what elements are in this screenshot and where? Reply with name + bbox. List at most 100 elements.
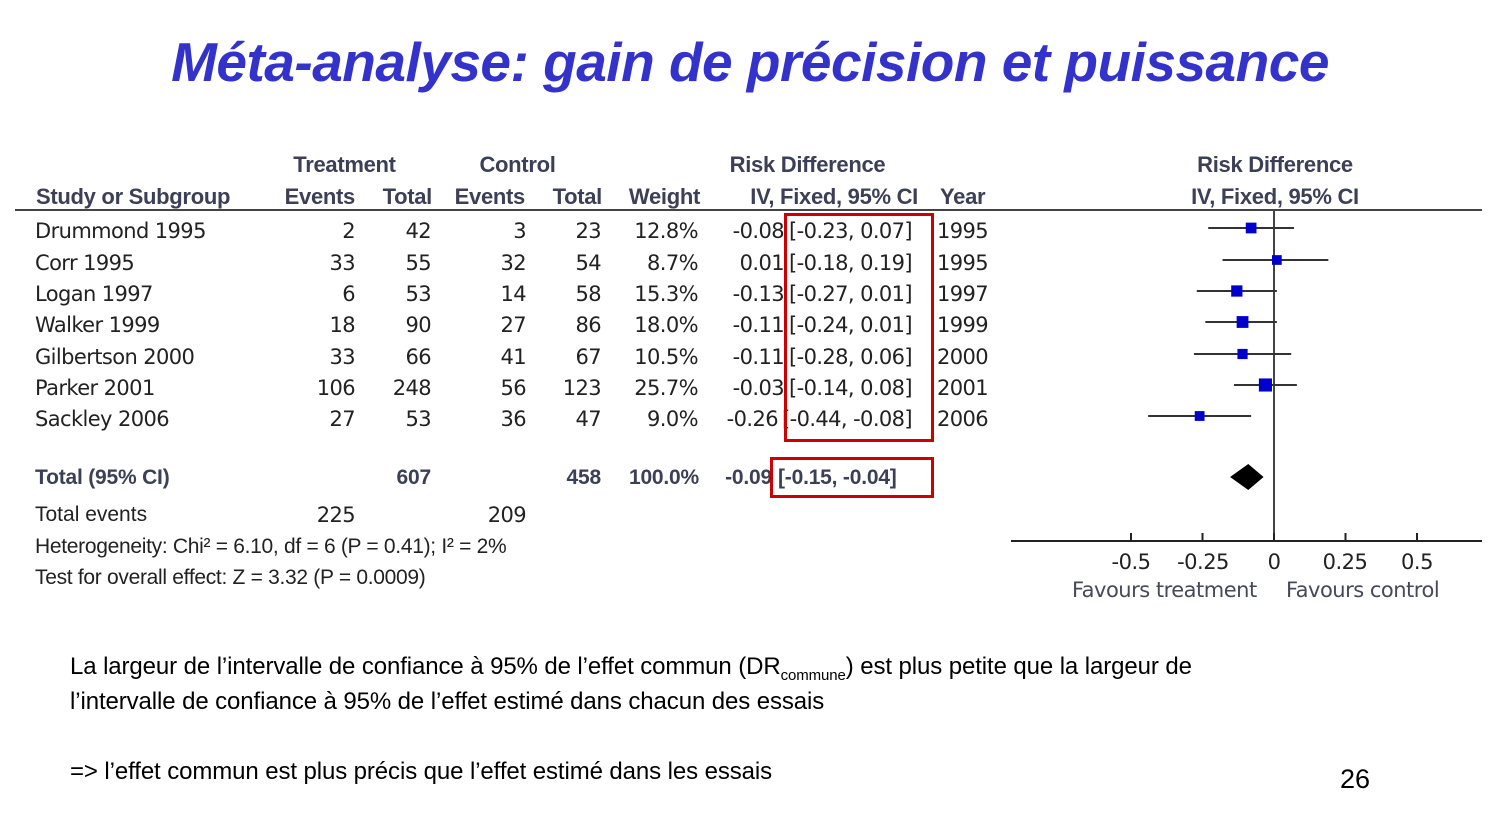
year: 1999 — [937, 313, 989, 337]
weight: 18.0% — [634, 313, 698, 337]
total-events-control: 209 — [487, 503, 527, 527]
treatment-total: 66 — [405, 345, 431, 369]
col-risk-difference-ci: IV, Fixed, 95% CI — [750, 184, 918, 209]
tick-label: 0 — [1267, 550, 1281, 574]
study-name: Drummond 1995 — [35, 219, 206, 243]
treatment-total: 42 — [405, 219, 431, 243]
confidence-interval: [-0.18, 0.19] — [789, 251, 913, 275]
confidence-interval: [-0.23, 0.07] — [789, 219, 913, 243]
risk-difference: -0.03 — [732, 376, 785, 400]
slide-title: Méta-analyse: gain de précision et puiss… — [171, 31, 1329, 93]
study-marker — [1231, 285, 1243, 297]
study-name: Gilbertson 2000 — [35, 345, 195, 369]
conclusion-paragraph-line1: La largeur de l’intervalle de confiance … — [70, 653, 1192, 684]
treatment-events: 33 — [329, 345, 355, 369]
treatment-total: 53 — [405, 282, 431, 306]
treatment-events: 33 — [329, 251, 355, 275]
year: 1997 — [937, 282, 989, 306]
tick-label: 0.25 — [1322, 550, 1368, 574]
control-events: 41 — [500, 345, 526, 369]
study-name: Parker 2001 — [35, 376, 155, 400]
control-total: 23 — [575, 219, 601, 243]
col-treatment-events: Events — [284, 184, 356, 209]
study-marker — [1194, 411, 1205, 421]
control-total: 86 — [575, 313, 601, 337]
study-name: Walker 1999 — [35, 313, 160, 337]
study-marker — [1237, 348, 1248, 360]
weight: 8.7% — [647, 251, 699, 275]
text-fragment: ) est plus petite que la largeur de — [845, 653, 1192, 680]
treatment-events: 18 — [329, 313, 355, 337]
treatment-events: 27 — [329, 407, 355, 431]
total-risk-difference: -0.09 — [725, 466, 772, 489]
weight: 12.8% — [634, 219, 698, 243]
control-events: 56 — [500, 376, 526, 400]
total-treatment: 607 — [396, 466, 432, 489]
header-plot-risk-difference: Risk Difference — [1197, 152, 1353, 177]
total-events-label: Total events — [35, 503, 148, 526]
control-total: 54 — [575, 251, 601, 275]
study-name: Sackley 2006 — [35, 407, 170, 431]
header-treatment: Treatment — [293, 152, 396, 177]
confidence-interval: [-0.27, 0.01] — [789, 282, 913, 306]
col-control-events: Events — [454, 184, 526, 209]
treatment-events: 106 — [316, 376, 356, 400]
total-confidence-interval: [-0.15, -0.04] — [778, 466, 897, 489]
risk-difference: 0.01 — [739, 251, 785, 275]
treatment-total: 90 — [405, 313, 431, 337]
confidence-interval: [-0.24, 0.01] — [789, 313, 913, 337]
control-events: 14 — [500, 282, 526, 306]
treatment-events: 6 — [342, 282, 355, 306]
risk-difference: -0.08 — [732, 219, 785, 243]
study-name: Logan 1997 — [35, 282, 153, 306]
total-label: Total (95% CI) — [35, 466, 170, 489]
total-weight: 100.0% — [628, 466, 699, 489]
conclusion-paragraph-line2: l’intervalle de confiance à 95% de l’eff… — [70, 688, 825, 715]
text-fragment: La largeur de l’intervalle de confiance … — [70, 653, 781, 680]
total-ci-highlight-box — [770, 457, 934, 498]
col-plot-method: IV, Fixed, 95% CI — [1191, 184, 1359, 209]
favours-treatment-label: Favours treatment — [1072, 578, 1257, 602]
year: 2006 — [937, 407, 989, 431]
overall-effect-test: Test for overall effect: Z = 3.32 (P = 0… — [35, 566, 426, 589]
risk-difference: -0.26 — [726, 407, 779, 431]
weight: 10.5% — [634, 345, 698, 369]
col-weight: Weight — [628, 184, 700, 209]
tick-label: 0.5 — [1401, 550, 1433, 574]
total-events-treatment: 225 — [316, 503, 356, 527]
control-total: 47 — [575, 407, 601, 431]
weight: 15.3% — [634, 282, 698, 306]
page-number: 26 — [1340, 764, 1371, 794]
header-risk-difference: Risk Difference — [729, 152, 886, 177]
weight: 25.7% — [634, 376, 698, 400]
control-total: 123 — [562, 376, 602, 400]
treatment-events: 2 — [342, 219, 355, 243]
treatment-total: 248 — [392, 376, 432, 400]
header-rule — [15, 209, 1482, 211]
subscript-commune: commune — [780, 666, 846, 684]
year: 1995 — [937, 251, 989, 275]
total-control: 458 — [566, 466, 602, 489]
study-marker — [1272, 255, 1282, 265]
tick-label: -0.25 — [1177, 550, 1229, 574]
risk-difference: -0.13 — [732, 282, 785, 306]
conclusion-statement: => l’effet commun est plus précis que l’… — [70, 758, 773, 785]
col-control-total: Total — [552, 184, 603, 209]
year: 2000 — [937, 345, 989, 369]
year: 2001 — [937, 376, 989, 400]
year: 1995 — [937, 219, 989, 243]
risk-difference: -0.11 — [732, 313, 785, 337]
risk-difference: -0.11 — [732, 345, 785, 369]
treatment-total: 53 — [405, 407, 431, 431]
favours-control-label: Favours control — [1286, 578, 1440, 602]
confidence-interval: [-0.14, 0.08] — [789, 376, 913, 400]
tick-label: -0.5 — [1111, 550, 1151, 574]
control-events: 3 — [513, 219, 526, 243]
header-control: Control — [479, 152, 556, 177]
heterogeneity-stat: Heterogeneity: Chi² = 6.10, df = 6 (P = … — [35, 535, 507, 558]
study-marker — [1258, 378, 1272, 392]
control-events: 32 — [500, 251, 526, 275]
control-total: 58 — [575, 282, 601, 306]
summary-diamond — [1230, 464, 1264, 490]
